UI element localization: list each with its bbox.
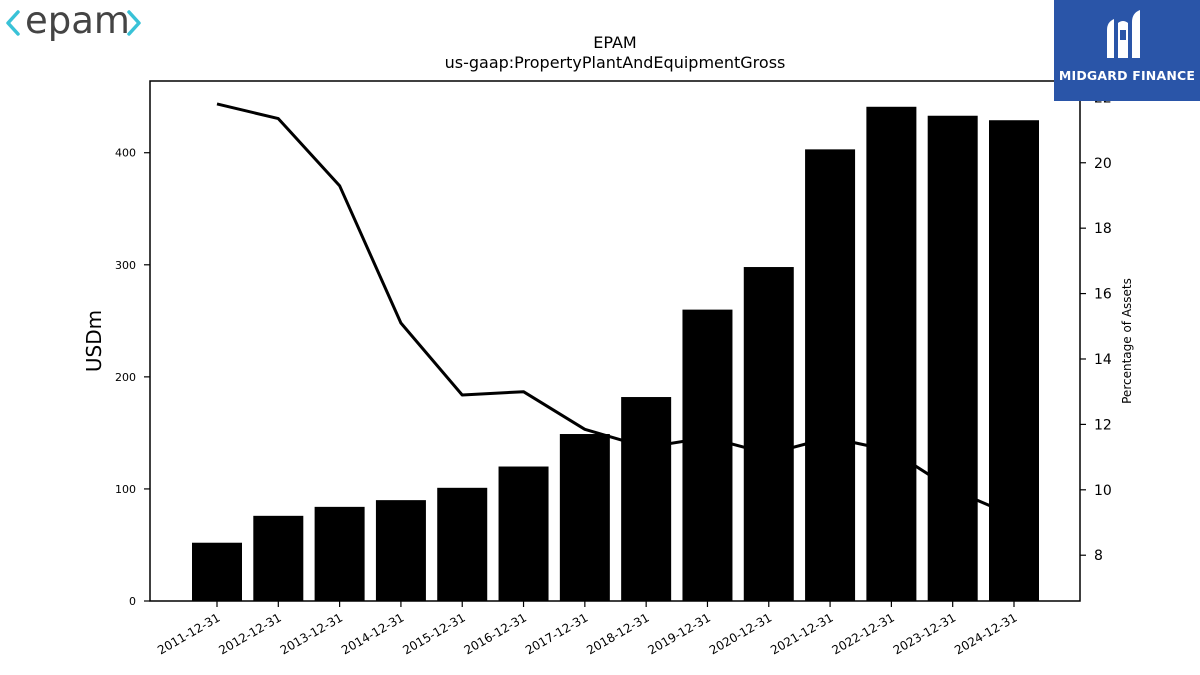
bar: [437, 487, 488, 601]
bar: [927, 115, 978, 601]
bar: [559, 434, 610, 601]
bar: [375, 500, 426, 601]
x-tick-label: 2017-12-31: [523, 610, 590, 657]
bar: [253, 515, 304, 601]
x-tick-label: 2022-12-31: [829, 610, 896, 657]
x-tick-label: 2015-12-31: [400, 610, 467, 657]
y-tick-label: 200: [115, 371, 136, 384]
y2-tick-label: 12: [1094, 417, 1112, 433]
x-tick-label: 2024-12-31: [952, 610, 1019, 657]
chart-title: EPAM: [593, 33, 636, 52]
bar: [621, 397, 672, 601]
right-y-axis: 810121416182022: [1080, 90, 1112, 564]
epam-logo: epam: [4, 0, 144, 56]
y-tick-label: 300: [115, 259, 136, 272]
x-tick-label: 2023-12-31: [891, 610, 958, 657]
y-axis-label: USDm: [82, 310, 106, 372]
x-tick-label: 2020-12-31: [707, 610, 774, 657]
x-tick-label: 2013-12-31: [278, 610, 345, 657]
y-tick-label: 0: [129, 595, 136, 608]
x-tick-label: 2014-12-31: [339, 610, 406, 657]
bar: [498, 466, 549, 601]
plot-frame: [149, 80, 1081, 602]
y2-tick-label: 18: [1094, 221, 1112, 237]
midgard-finance-text: MIDGARD FINANCE: [1058, 68, 1196, 83]
x-tick-label: 2021-12-31: [768, 610, 835, 657]
y2-tick-label: 16: [1094, 287, 1112, 303]
x-tick-label: 2018-12-31: [584, 610, 651, 657]
bar: [989, 120, 1039, 602]
x-axis: 2011-12-312012-12-312013-12-312014-12-31…: [155, 601, 1020, 657]
y2-tick-label: 8: [1094, 548, 1103, 564]
bar: [682, 309, 733, 601]
epam-logo-text: epam: [25, 0, 130, 42]
chevron-right-icon: [127, 10, 141, 36]
left-y-axis: 0 100 200 300 400: [115, 147, 150, 608]
line-series: [216, 102, 1015, 518]
x-tick-label: 2016-12-31: [462, 610, 529, 657]
bar: [314, 506, 365, 601]
y2-tick-label: 10: [1094, 483, 1112, 499]
bar-series: [192, 106, 1039, 602]
bar: [866, 106, 917, 601]
bar: [743, 267, 794, 601]
y-tick-label: 400: [115, 147, 136, 160]
bar: [805, 149, 856, 602]
chevron-left-icon: [6, 10, 20, 36]
y2-tick-label: 20: [1094, 156, 1112, 172]
y2-tick-label: 14: [1094, 352, 1112, 368]
x-tick-label: 2012-12-31: [216, 610, 283, 657]
chart-subtitle: us-gaap:PropertyPlantAndEquipmentGross: [445, 53, 786, 72]
x-tick-label: 2011-12-31: [155, 610, 222, 657]
percentage-line: [216, 102, 1015, 518]
bar: [192, 542, 242, 601]
y-tick-label: 100: [115, 483, 136, 496]
midgard-mark-icon: [1107, 10, 1140, 58]
midgard-finance-logo: MIDGARD FINANCE: [1054, 0, 1200, 101]
x-tick-label: 2019-12-31: [646, 610, 713, 657]
y2-axis-label: Percentage of Assets: [1120, 278, 1134, 404]
